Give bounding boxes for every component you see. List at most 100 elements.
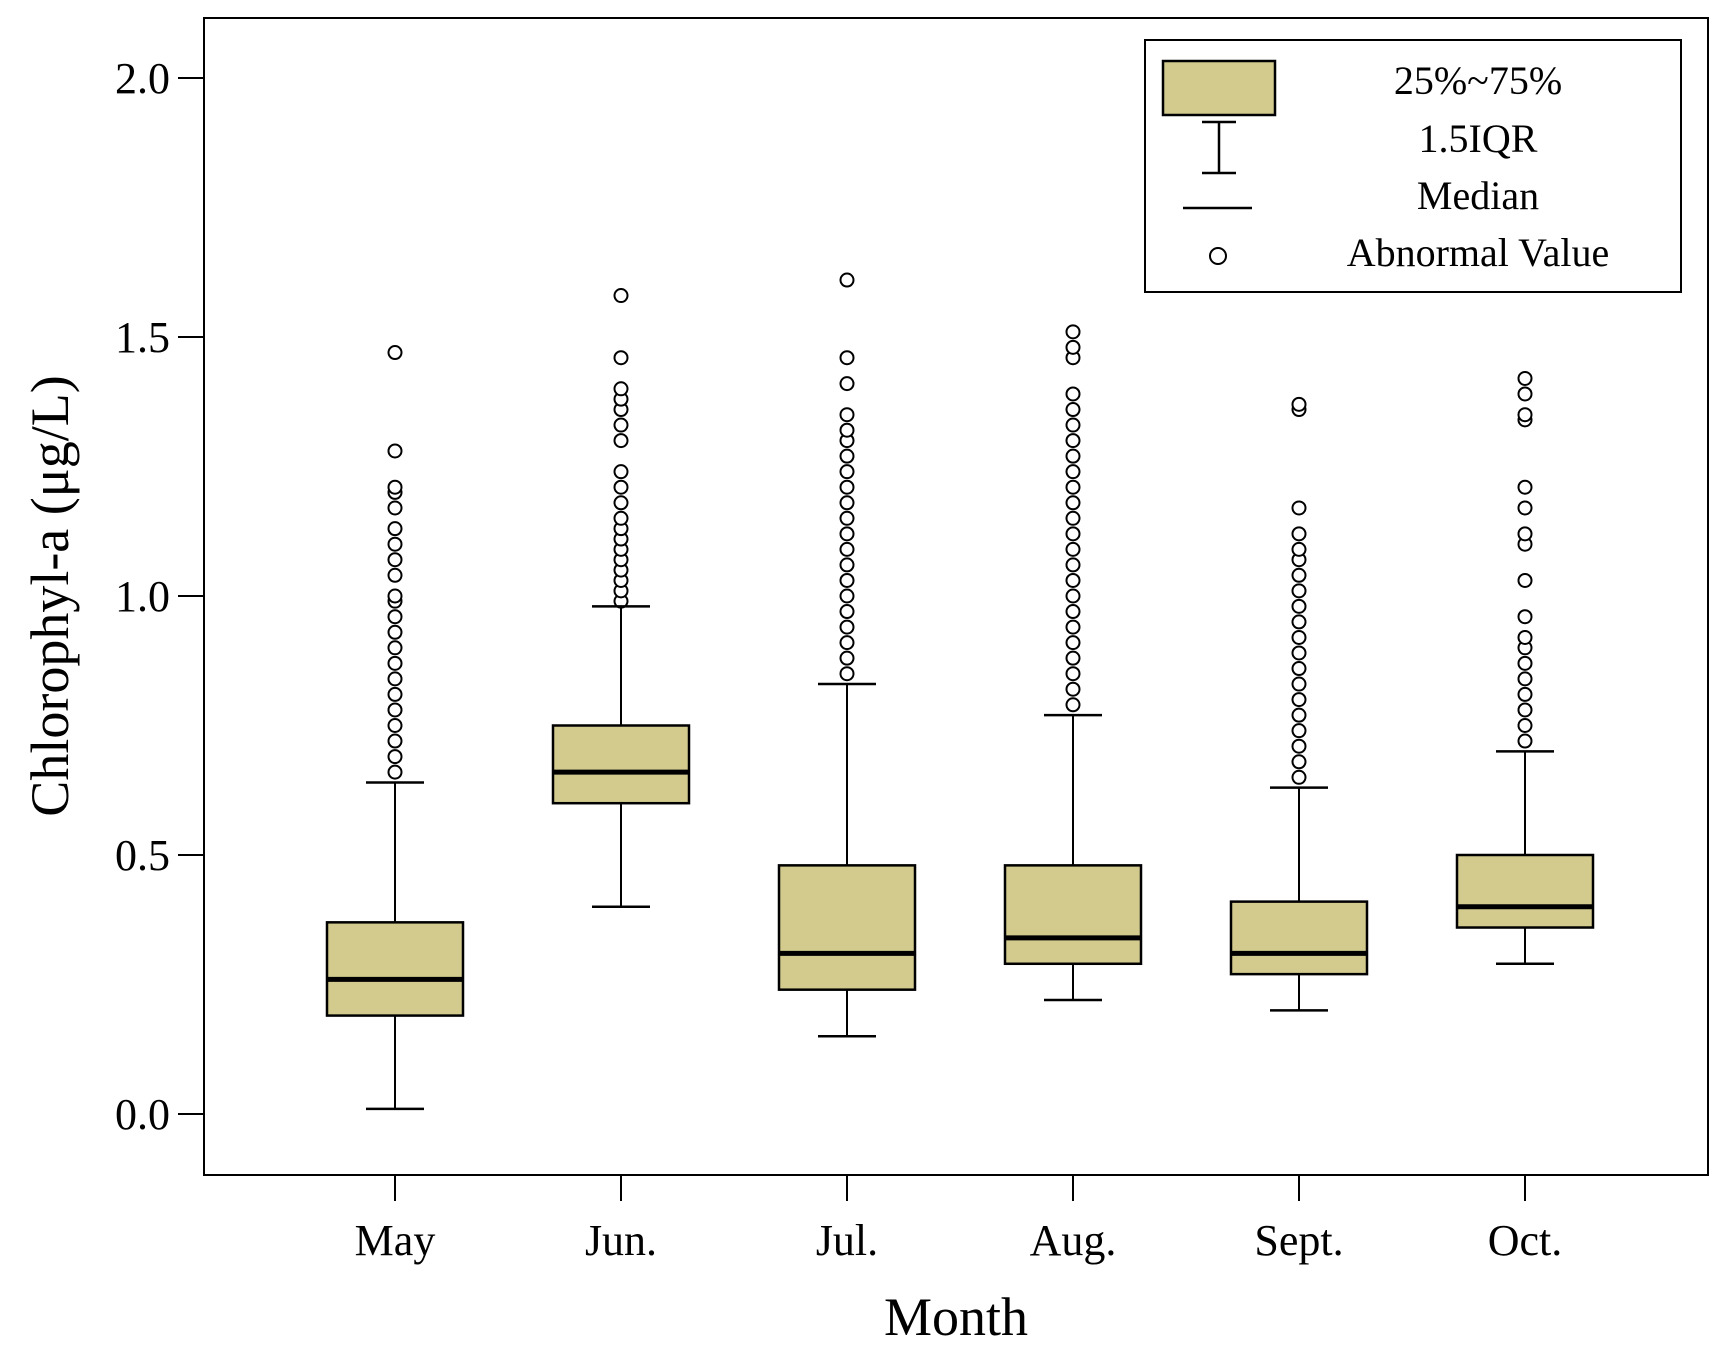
outlier-point [387,609,403,625]
legend-box-swatch [1161,59,1277,117]
box-group [1455,370,1595,966]
outlier-point [1065,526,1081,542]
outlier-point [387,443,403,459]
outlier-point [839,588,855,604]
outlier-point [839,572,855,588]
outlier-point [613,495,629,511]
iqr-box [325,921,465,1017]
x-tick-label: Sept. [1254,1216,1343,1265]
outlier-point [839,479,855,495]
outlier-point [1291,769,1307,785]
outlier-point [1065,448,1081,464]
x-tick-label: Jul. [816,1216,878,1265]
outlier-point [1517,526,1533,542]
outlier-point [387,536,403,552]
outlier-point [1065,402,1081,418]
outlier-point [1517,718,1533,733]
outlier-point [387,702,403,718]
iqr-box [1229,900,1369,976]
box-group [551,288,691,909]
outlier-point [1065,697,1081,713]
outlier-point [1291,738,1307,754]
iqr-box [1455,853,1595,929]
outlier-point [387,733,403,749]
outlier-point [1291,723,1307,739]
outlier-point [1291,583,1307,599]
outlier-point [1065,588,1081,604]
outlier-point [1065,417,1081,433]
outlier-point [387,521,403,537]
outlier-point [1065,681,1081,697]
x-tick-label: Jun. [585,1216,657,1265]
outlier-point [839,422,855,438]
outlier-point [1065,557,1081,573]
outlier-point [839,557,855,573]
outlier-point [1517,500,1533,516]
outlier-point [839,666,855,682]
outlier-point [1291,500,1307,516]
outlier-point [839,541,855,557]
outlier-point [1517,407,1533,423]
outlier-point [613,433,629,449]
outlier-point [1291,707,1307,723]
outlier-point [839,650,855,666]
x-tick-label: Oct. [1488,1216,1563,1265]
outlier-point [613,417,629,433]
outlier-point [1065,433,1081,449]
outlier-point [387,749,403,765]
outlier-point [1065,541,1081,557]
outlier-point [613,464,629,480]
y-tick-label: 1.5 [115,313,170,362]
outlier-point [839,407,855,423]
outlier-point [1291,661,1307,677]
y-tick-label: 2.0 [115,54,170,103]
outlier-point [839,376,855,392]
outlier-point [387,345,403,361]
outlier-point [1517,686,1533,702]
outlier-point [387,500,403,516]
box-group [777,272,917,1038]
box-group [325,345,465,1111]
outlier-point [1065,650,1081,666]
outlier-point [839,464,855,480]
outlier-point [1291,629,1307,645]
boxes-layer [325,272,1595,1111]
outlier-point [839,635,855,651]
box-group [1003,324,1143,1002]
outlier-point [1291,645,1307,661]
iqr-box [551,724,691,805]
outlier-point [1291,598,1307,614]
outlier-point [613,350,629,366]
outlier-point [1065,495,1081,511]
outlier-point [1065,339,1081,355]
legend: 25%~75% 1.5IQR Median Abnormal Value [1144,39,1682,293]
outlier-point [1065,619,1081,635]
outlier-point [1065,572,1081,588]
x-axis-title: Month [884,1287,1028,1347]
outlier-point [1517,655,1533,671]
outlier-point [387,718,403,733]
outlier-point [1291,692,1307,708]
outlier-point [387,671,403,687]
outlier-point [1065,604,1081,620]
legend-outlier-icon [1209,247,1227,265]
outlier-point [613,479,629,495]
legend-label-median: Median [1417,173,1539,218]
outlier-point [839,272,855,288]
x-tick-label: May [355,1216,436,1265]
outlier-point [839,510,855,526]
outlier-point [387,764,403,780]
outlier-point [387,624,403,640]
outlier-point [1065,386,1081,402]
legend-label-whisker: 1.5IQR [1419,116,1538,161]
y-tick-label: 0.0 [115,1090,170,1139]
y-tick-label: 1.0 [115,572,170,621]
outlier-point [1291,526,1307,542]
outlier-point [1517,572,1533,588]
outlier-point [387,640,403,656]
outlier-point [1291,754,1307,770]
y-axis-title: Chlorophyl-a (μg/L) [20,375,80,816]
outlier-point [839,619,855,635]
outlier-point [1291,614,1307,630]
